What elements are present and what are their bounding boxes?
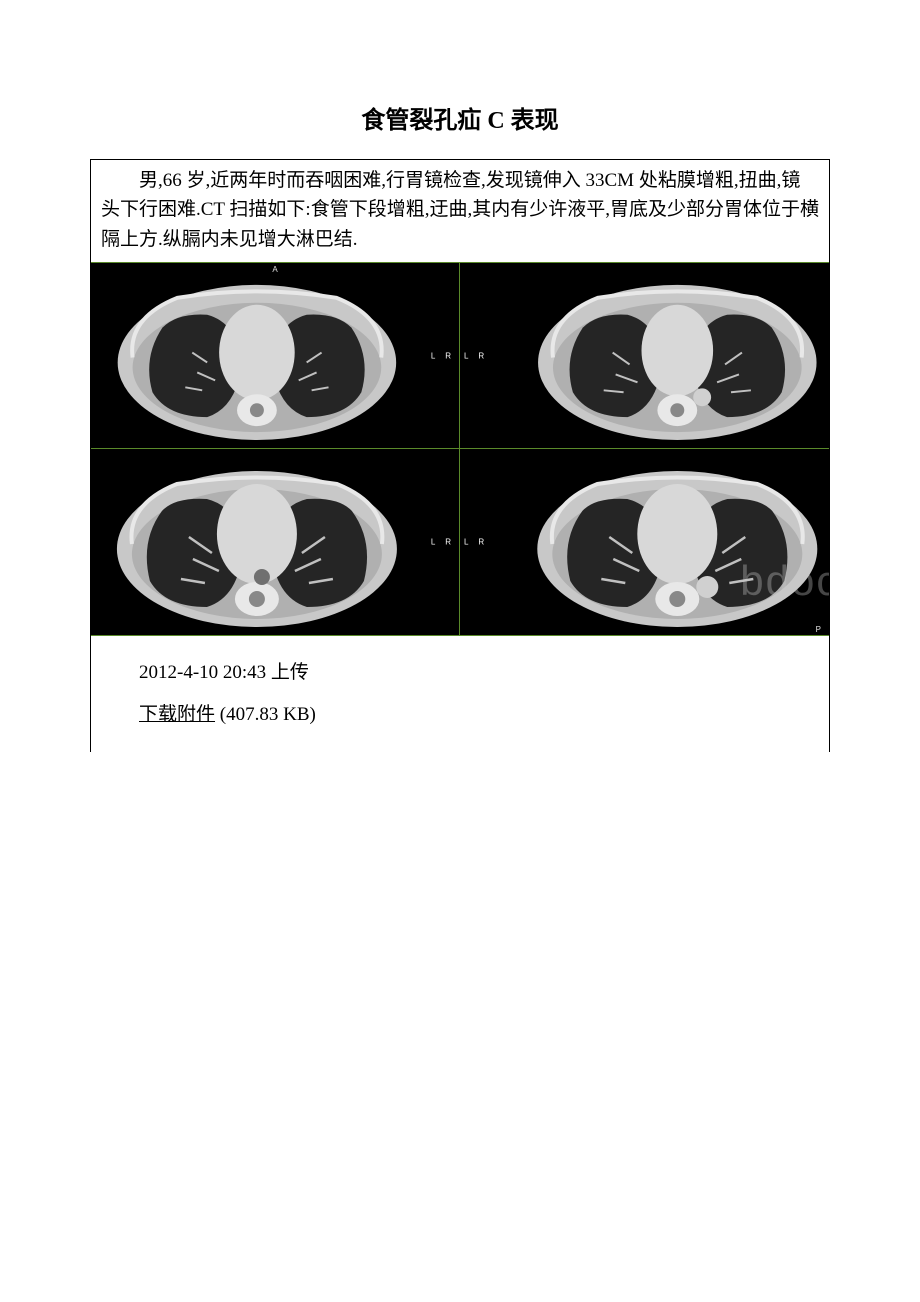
ct-image-1 [95,263,419,448]
ct-lung-icon [95,263,419,448]
lr-marker-4: L R [464,538,488,547]
ct-slice-2: L R [460,263,829,449]
content-container: 男,66 岁,近两年时而吞咽困难,行胃镜检查,发现镜伸入 33CM 处粘膜增粗,… [90,159,830,752]
download-line: 下载附件 (407.83 KB) [139,694,819,736]
ct-slice-4: L R bdocx.c [460,449,829,635]
ct-scan-grid: A L R [91,262,829,636]
lr-marker-1: L R [431,351,455,360]
ct-slice-3: L R [91,449,460,635]
lr-marker-2: L R [464,351,488,360]
ct-image-3 [95,449,419,635]
ct-lung-icon [95,449,419,635]
lr-marker-3: L R [431,538,455,547]
ct-lung-icon [526,449,829,635]
ct-slice-1: A L R [91,263,460,449]
ct-image-2 [526,263,829,448]
case-description: 男,66 岁,近两年时而吞咽困难,行胃镜检查,发现镜伸入 33CM 处粘膜增粗,… [91,160,829,262]
ct-lung-icon [526,263,829,448]
ct-image-4: bdocx.c [526,449,829,635]
upload-timestamp: 2012-4-10 20:43 上传 [139,652,819,694]
upload-meta: 2012-4-10 20:43 上传 下载附件 (407.83 KB) [91,636,829,752]
page-title: 食管裂孔疝 C 表现 [90,100,830,135]
file-size: (407.83 KB) [220,704,316,725]
posterior-marker: P [816,625,821,634]
download-attachment-link[interactable]: 下载附件 [139,704,215,725]
